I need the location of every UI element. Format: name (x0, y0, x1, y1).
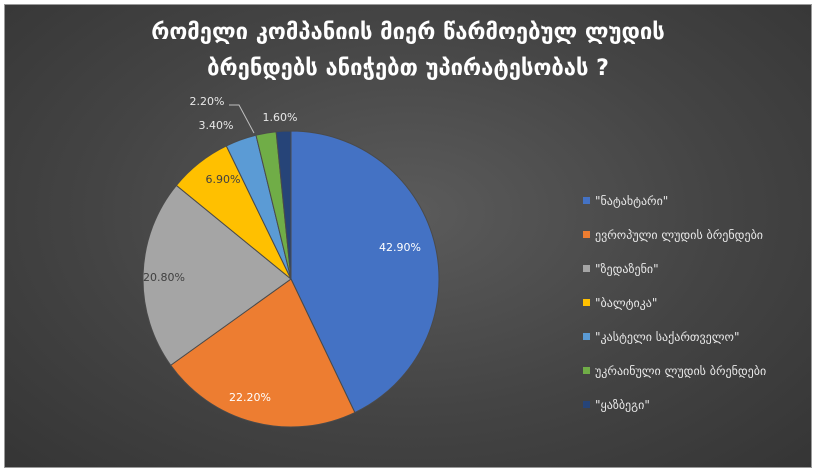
legend-label-5: "კასტელი საქართველო" (595, 329, 740, 344)
legend-label-2: ევროპული ლუდის ბრენდები (595, 227, 763, 242)
data-label-1: 42.90% (379, 241, 421, 254)
legend-label-4: "ბალტიკა" (595, 295, 658, 310)
pie-chart: 42.90% 22.20% 20.80% 6.90% 3.40% 2.20% 1.60% (142, 95, 440, 428)
legend-swatch-3 (583, 265, 590, 272)
data-label-4: 6.90% (206, 173, 241, 186)
chart-title: რომელი კომპანიის მიერ წარმოებულ ლუდის ბრ… (5, 15, 811, 87)
leader-line-6 (229, 104, 255, 134)
legend-item-4: "ბალტიკა" (583, 290, 808, 315)
data-label-5: 3.40% (199, 119, 234, 132)
legend-item-7: "ყაზბეგი" (583, 392, 808, 417)
pie-slice-2 (170, 278, 356, 428)
legend-item-3: "ზედაზენი" (583, 256, 808, 281)
data-label-2: 22.20% (229, 391, 271, 404)
legend-label-7: "ყაზბეგი" (595, 397, 650, 412)
legend-item-1: "ნატახტარი" (583, 188, 808, 213)
legend-label-6: უკრაინული ლუდის ბრენდები (595, 363, 767, 378)
legend-label-3: "ზედაზენი" (595, 261, 659, 276)
legend-swatch-4 (583, 299, 590, 306)
legend-item-6: უკრაინული ლუდის ბრენდები (583, 358, 808, 383)
legend-swatch-6 (583, 367, 590, 374)
legend-swatch-7 (583, 401, 590, 408)
legend: "ნატახტარი" ევროპული ლუდის ბრენდები "ზედაზ… (583, 188, 808, 426)
legend-swatch-1 (583, 197, 590, 204)
legend-item-5: "კასტელი საქართველო" (583, 324, 808, 349)
pie-slice-3 (142, 184, 292, 366)
data-label-3: 20.80% (143, 271, 185, 284)
chart-area: რომელი კომპანიის მიერ წარმოებულ ლუდის ბრ… (4, 4, 812, 468)
legend-swatch-5 (583, 333, 590, 340)
data-label-6: 2.20% (190, 95, 225, 108)
pie-slice-7 (275, 130, 292, 280)
pie-slice-1 (290, 130, 440, 414)
legend-label-1: "ნატახტარი" (595, 193, 669, 208)
legend-item-2: ევროპული ლუდის ბრენდები (583, 222, 808, 247)
chart-title-line-2: ბრენდებს ანიჭებთ უპირატესობას ? (207, 56, 609, 81)
legend-swatch-2 (583, 231, 590, 238)
chart-title-line-1: რომელი კომპანიის მიერ წარმოებულ ლუდის (151, 20, 665, 45)
data-label-7: 1.60% (263, 111, 298, 124)
